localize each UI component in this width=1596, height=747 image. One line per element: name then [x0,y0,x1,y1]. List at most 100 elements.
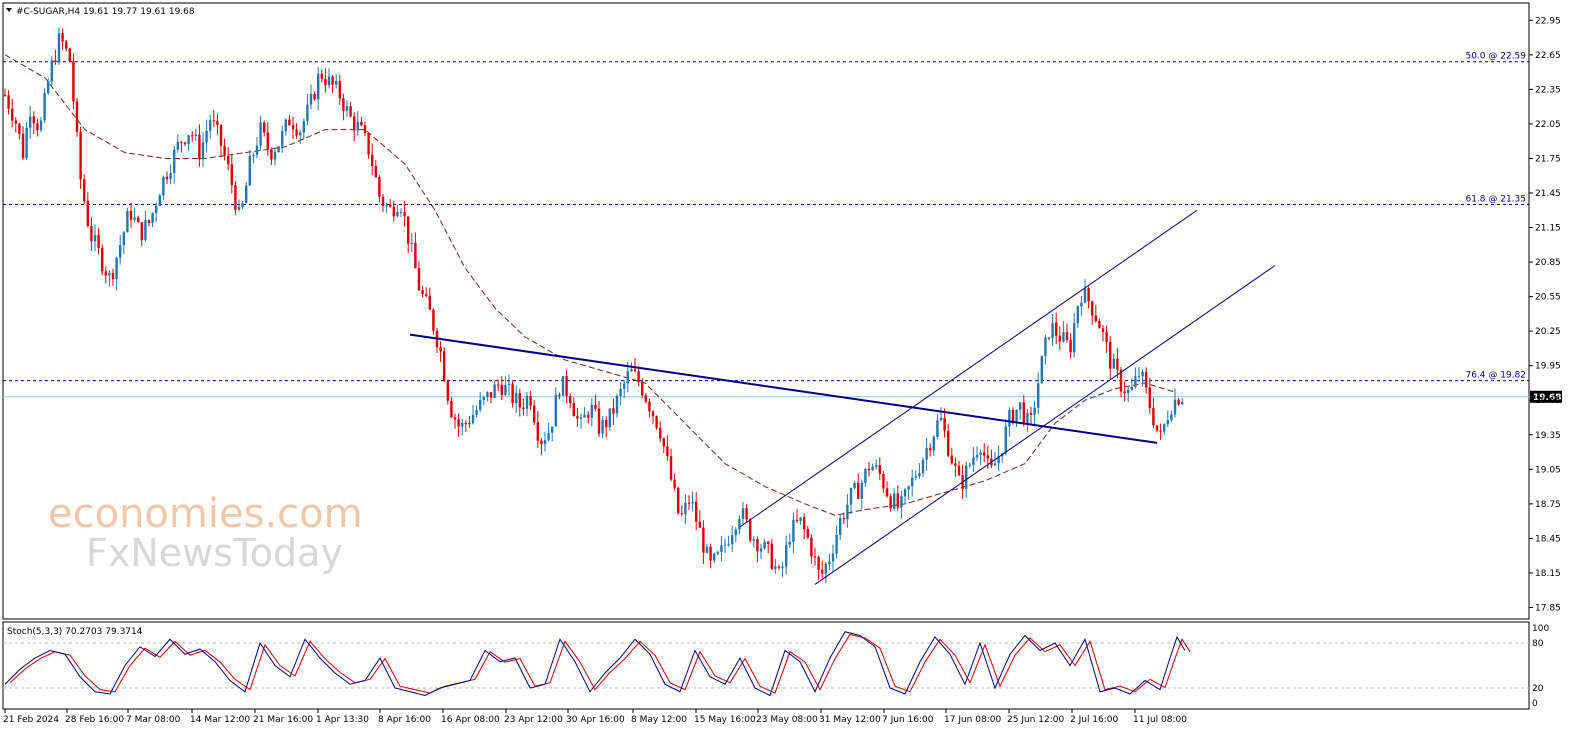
candle-body [237,206,241,210]
candle-body [720,545,723,552]
candle-body [356,121,359,131]
candle-body [450,400,453,418]
candle-body [637,371,640,382]
candle-body [360,121,363,126]
candle-body [763,541,766,549]
candle-body [1152,408,1155,426]
stoch-panel-frame [2,621,1530,710]
trendline-channel-lower[interactable] [814,265,1276,585]
candle-body [576,416,579,419]
candle-body [831,553,835,562]
candle-body [309,93,313,105]
candle-body [1098,321,1101,329]
candle-body [1134,376,1137,387]
candle-body [817,557,820,570]
x-tick-label: 23 Apr 12:00 [504,715,563,725]
candle-body [245,185,248,204]
candle-body [828,561,831,564]
candle-body [1130,386,1133,390]
candle-body [47,81,50,94]
candle-body [745,508,748,520]
dropdown-arrow-icon[interactable] [6,8,12,12]
candle-body [965,465,968,489]
candle-body [68,48,71,62]
stoch-scale-label: 20 [1532,684,1544,694]
main-panel-frame [2,2,1530,620]
candle-body [903,489,907,497]
y-tick-label: 19.35 [1535,431,1561,441]
stoch-scale-label: 80 [1532,639,1544,649]
candle-body [1083,288,1087,303]
candle-body [515,393,518,404]
candle-body [1141,371,1144,377]
candle-body [191,135,194,137]
candle-body [860,483,863,499]
candle-body [111,273,115,280]
candle-body [457,419,460,427]
candle-body [821,569,824,574]
candle-body [194,134,197,136]
fib-level-label: 50.0 @ 22.59 [1465,52,1526,62]
y-tick-label: 19.95 [1535,362,1561,372]
x-tick-label: 17 Jun 08:00 [944,715,1001,725]
candle-body [713,553,716,561]
candle-body [835,534,838,554]
candle-body [547,432,550,441]
candle-body [1177,399,1180,405]
trendlines[interactable] [409,209,1276,585]
candle-body [75,101,79,132]
candle-body [381,196,385,207]
candle-body [151,213,154,224]
candle-body [410,242,413,244]
candle-body [342,98,345,111]
candle-body [669,456,673,480]
candle-body [813,556,817,558]
candle-body [169,173,172,180]
x-tick-label: 1 Apr 13:30 [316,715,369,725]
y-tick-label: 21.45 [1535,189,1561,199]
candle-body [234,185,237,210]
trendline-neckline[interactable] [409,333,1158,444]
y-tick-label: 20.85 [1535,258,1561,268]
candle-body [1148,387,1151,409]
candle-body [439,347,442,352]
candle-body [687,502,691,504]
candle-body [1163,424,1166,432]
candle-body [443,351,446,382]
candle-body [324,78,327,86]
candle-body [1015,409,1018,423]
candle-body [864,468,867,484]
candle-body [259,122,262,146]
candle-body [536,422,539,441]
candle-body [511,383,514,404]
candle-body [1119,369,1123,392]
candle-body [3,95,7,97]
x-tick-label: 28 Feb 16:00 [65,715,124,725]
candle-body [219,125,223,146]
candle-body [389,204,392,207]
candle-body [648,401,651,412]
candle-body [626,371,629,384]
candle-body [54,60,57,63]
trendline-channel-upper[interactable] [739,209,1198,528]
stoch-label: Stoch(5,3,3) 70.2703 79.3714 [7,627,143,637]
candle-body [774,566,777,569]
horizontal-levels: 50.0 @ 22.59 61.8 @ 21.35 76.4 @ 19.82 19.6… [3,52,1562,403]
candle-body [1019,402,1022,410]
candle-body [43,93,46,121]
x-tick-label: 8 May 12:00 [631,715,687,725]
candle-body [608,408,611,428]
candle-body [997,456,1000,464]
candle-body [349,106,352,117]
candle-body [468,423,471,425]
candle-body [968,464,971,466]
candle-body [885,488,889,497]
candle-body [525,396,529,409]
current-price-label: 19.68 [1533,393,1561,403]
candle-body [227,155,230,165]
candle-body [907,486,910,490]
candle-body [731,535,734,545]
candle-body [597,408,601,434]
candle-body [345,106,349,111]
